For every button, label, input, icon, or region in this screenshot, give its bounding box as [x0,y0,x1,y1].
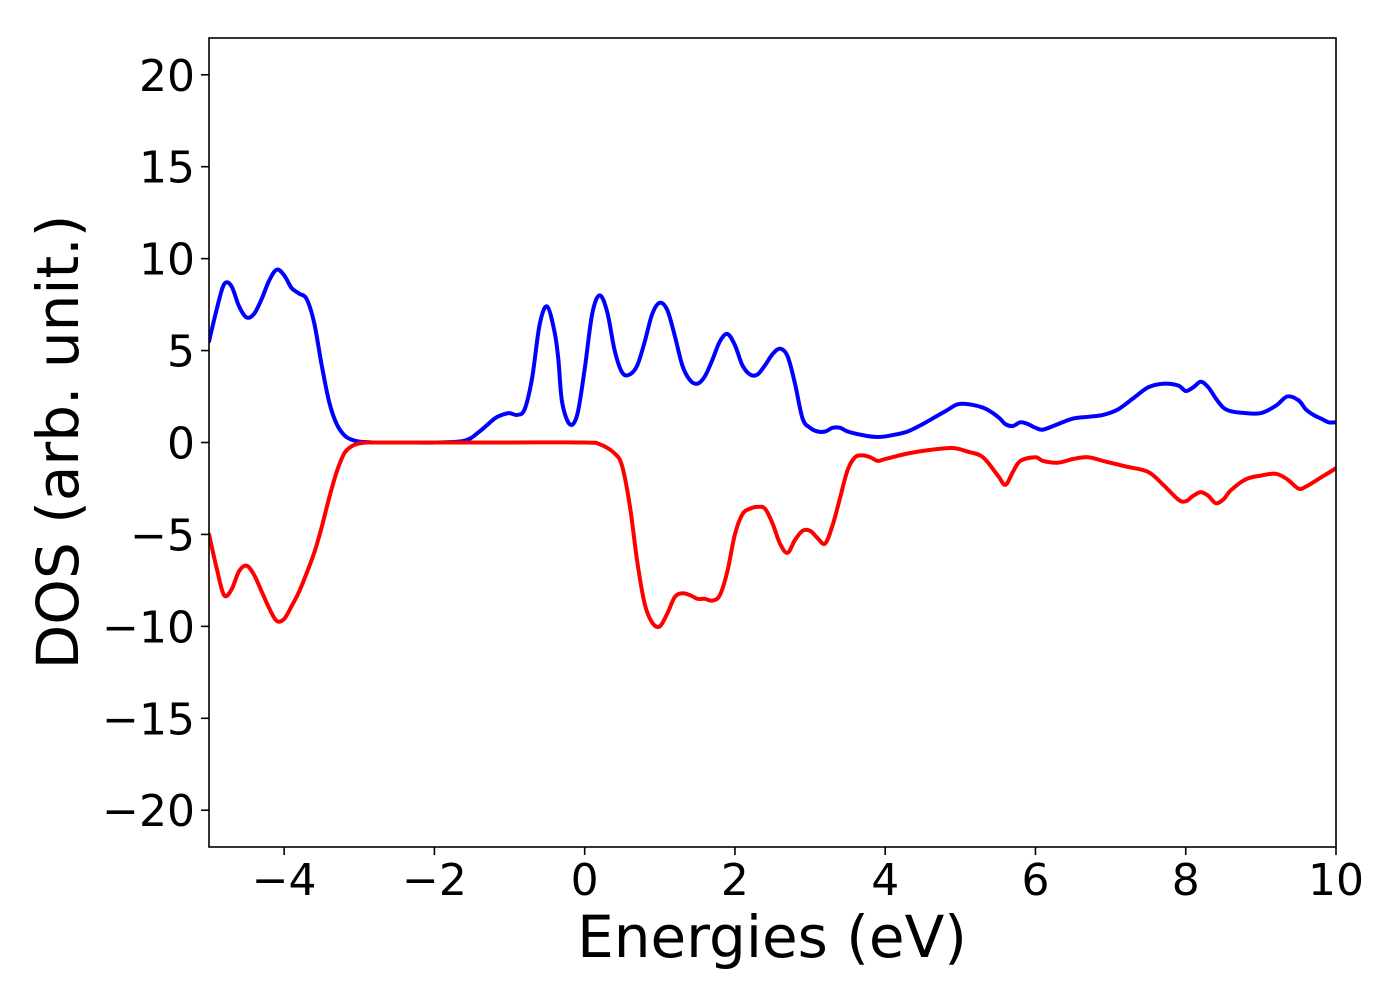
y-tick-label: 15 [139,143,195,194]
y-tick-label: 0 [167,419,195,470]
x-tick-label: 0 [571,855,599,906]
x-tick-label: −4 [252,855,317,906]
y-tick-label: 10 [139,235,195,286]
series-line-1 [209,440,1336,629]
y-tick-label: −5 [130,510,195,561]
x-tick-label: 4 [871,855,899,906]
series-layer [209,267,1336,629]
x-tick-label: −2 [402,855,467,906]
y-axis-label: DOS (arb. unit.) [24,215,92,670]
y-tick-label: 5 [167,327,195,378]
y-tick-label: −15 [102,694,195,745]
x-tick-label: 8 [1172,855,1200,906]
y-tick-label: 20 [139,51,195,102]
series-line-0 [209,267,1336,445]
y-axis-ticks: −20 −15 −10 −5 0 5 10 15 20 [102,51,209,837]
x-axis-label: Energies (eV) [577,903,967,971]
x-tick-label: 6 [1021,855,1049,906]
x-axis-ticks: −4 −2 0 2 4 6 8 10 [252,847,1364,906]
x-tick-label: 10 [1308,855,1364,906]
y-tick-label: −20 [102,786,195,837]
y-tick-label: −10 [102,602,195,653]
x-tick-label: 2 [721,855,749,906]
